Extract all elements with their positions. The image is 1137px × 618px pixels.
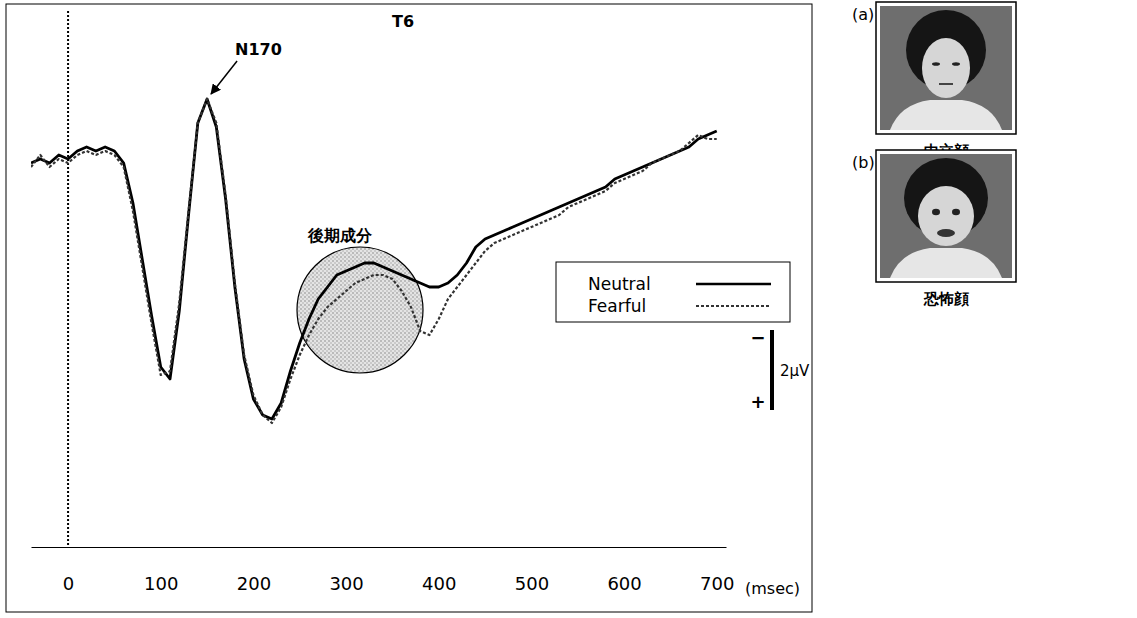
chart-title: T6 [392,12,414,31]
photo-face [922,38,970,98]
x-tick-label: 700 [700,573,734,594]
x-tick-label: 500 [515,573,549,594]
figure: 0 100 200 300 400 500 600 700 (msec) T6 N170 後期成分 Ne… [0,0,1137,618]
photo-mouth [937,229,955,237]
x-tick-label: 400 [422,573,456,594]
x-axis: 0 100 200 300 400 500 600 700 [32,547,735,594]
photo-eye [932,62,940,66]
photo-shoulders [890,248,1002,278]
legend-swatch [696,305,771,307]
annotation: N170 [235,40,282,59]
annotation-arrow [211,61,237,94]
x-tick: 600 [607,547,641,594]
x-tick: 200 [237,547,271,594]
plot-lines [31,99,717,423]
legend-label: Fearful [588,296,646,316]
legend-label: Neutral [588,274,651,294]
x-tick-label: 0 [63,573,74,594]
x-axis-title: (msec) [745,579,800,598]
photo-background [880,6,1012,130]
x-tick-label: 100 [144,573,178,594]
panel-label: (a) [852,5,874,24]
face-panel [876,2,1016,134]
scale-bar-label: 2μV [780,362,810,380]
x-axis-line [32,547,727,548]
photo-shoulders [890,100,1002,130]
legend-swatch [696,283,771,286]
photo-eye [932,209,940,215]
series-line [31,99,717,423]
x-tick: 300 [329,547,363,594]
x-tick: 100 [144,547,178,594]
legend: NeutralFearful [556,262,790,322]
photo-face [918,186,974,246]
scale-bar [770,330,774,410]
photo-frame [876,2,1016,134]
onset-line [67,11,69,547]
x-tick: 500 [515,547,549,594]
photo-eye [952,62,960,66]
x-tick: 0 [63,547,74,594]
x-tick-label: 600 [607,573,641,594]
x-tick: 400 [422,547,456,594]
panel-label: (b) [852,153,875,172]
face-panel [876,150,1016,282]
x-tick: 700 [700,547,734,594]
annotation: 後期成分 [307,226,373,245]
series-line [31,99,717,419]
photo-eye [952,209,960,215]
photo-frame [876,150,1016,282]
scale-bar-bottom: + [750,391,765,412]
photo-mouth [939,83,953,85]
legend-box [556,262,790,322]
photo-background [880,154,1012,278]
panel-caption: 恐怖顔 [923,290,969,308]
scale-bar-top: − [750,327,765,348]
x-tick-label: 200 [237,573,271,594]
x-tick-label: 300 [329,573,363,594]
chart-frame [6,4,812,612]
